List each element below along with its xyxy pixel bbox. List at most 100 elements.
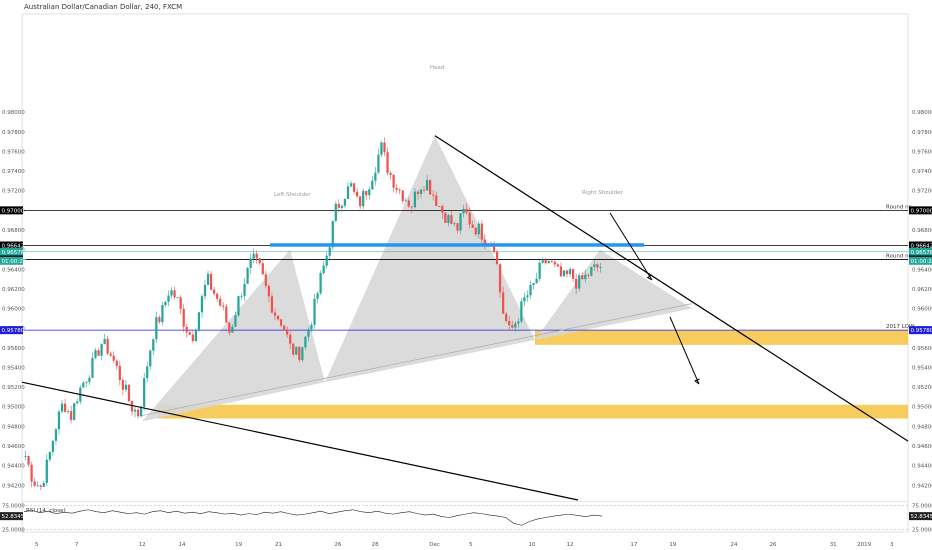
candle-body [310, 324, 313, 330]
candle-body [441, 206, 444, 213]
candle-body [261, 263, 264, 275]
price-tag: 0.96578 [911, 250, 932, 256]
candle-body [63, 403, 67, 412]
rsi-tag-right-bg [909, 512, 932, 521]
shoulder-resistance-bar [270, 243, 644, 247]
y-tick-right: 0.96800 [912, 228, 932, 234]
y-tick-left: 0.97200 [2, 189, 25, 195]
candle-body [374, 172, 377, 181]
candle-body [337, 203, 340, 208]
candle-body [584, 274, 587, 280]
candle-body [380, 142, 383, 155]
candle-body [352, 183, 356, 192]
candle-body [216, 293, 219, 299]
candle-body [152, 339, 155, 351]
candle-body [520, 301, 523, 322]
x-tick: 28 [372, 542, 379, 548]
y-tick-left: 0.96800 [2, 228, 25, 234]
candle-body [404, 200, 407, 202]
candle-body [167, 295, 170, 302]
candle-body [82, 382, 85, 388]
candle-body [425, 180, 429, 191]
candle-body [465, 208, 468, 213]
candle-body [51, 440, 55, 452]
candle-body [213, 289, 216, 294]
candle-body [319, 273, 322, 294]
candle-body [136, 409, 140, 417]
candle-body [571, 269, 575, 279]
candle-body [562, 270, 566, 277]
y-tick-left: 0.98000 [2, 110, 25, 116]
candle-body [258, 258, 261, 264]
candle-body [547, 261, 550, 264]
candle-body [526, 295, 529, 298]
candle-body [60, 403, 64, 412]
y-tick-right: 0.97200 [912, 189, 932, 195]
candle-body [435, 195, 438, 206]
candle-body [410, 206, 413, 208]
y-tick-left: 0.96200 [2, 287, 25, 293]
candle-body [365, 190, 368, 196]
x-tick: 26 [769, 542, 776, 548]
candle-body [222, 305, 225, 307]
rsi-tick-right: 25.0000 [912, 528, 932, 534]
candle-body [140, 406, 143, 417]
candle-body [529, 284, 532, 296]
x-tick: 14 [178, 542, 185, 548]
rsi-tick-left: 75.0000 [2, 503, 25, 509]
candle-body [517, 321, 520, 324]
rsi-line [23, 509, 603, 526]
price-tag-left-bg [0, 326, 23, 335]
plot-frame [21, 13, 909, 533]
neckline-line [141, 303, 693, 416]
candle-body [544, 259, 547, 264]
price-tag-left: 0.96578 [2, 250, 25, 256]
projection-arrow-1 [609, 212, 653, 281]
candle-body [313, 298, 316, 325]
candle-body [36, 485, 39, 487]
candle-body [593, 264, 596, 267]
candle-body [206, 273, 210, 285]
y-tick-right: 0.94800 [912, 424, 932, 430]
candle-body [422, 189, 426, 191]
candle-body [450, 215, 453, 224]
candle-body [432, 194, 435, 196]
x-tick: 7 [75, 542, 79, 548]
candle-body [252, 253, 255, 259]
y-tick-right: 0.97600 [912, 149, 932, 155]
y-tick-left: 0.94800 [2, 424, 25, 430]
candle-body [267, 285, 271, 297]
x-tick: 10 [528, 542, 535, 548]
candle-body [149, 350, 152, 367]
candle-body [234, 315, 237, 327]
candle-body [535, 278, 538, 284]
candle-body [164, 301, 167, 306]
candle-body [76, 401, 79, 404]
candle-body [575, 278, 578, 289]
candle-body [456, 223, 459, 231]
candle-body [73, 403, 76, 420]
candle-body [219, 298, 222, 306]
x-tick: 2019 [857, 542, 871, 548]
candle-body [161, 305, 164, 323]
candle-body [197, 312, 201, 330]
candle-body [115, 360, 118, 367]
y-tick-right: 0.96400 [912, 267, 932, 273]
candle-body [57, 411, 61, 430]
candle-body [495, 251, 499, 265]
price-tag-left: 0.96642 [2, 244, 25, 250]
candle-body [70, 411, 73, 420]
projection-arrow-2-head [694, 378, 700, 385]
x-tick: 5 [35, 542, 39, 548]
y-tick-right: 0.94200 [912, 483, 932, 489]
y-tick-left: 0.95000 [2, 405, 25, 411]
x-tick: 26 [334, 542, 341, 548]
candle-body [316, 293, 319, 299]
pattern-shape-3 [535, 249, 692, 340]
x-tick: 19 [669, 542, 676, 548]
y-tick-right: 0.94400 [912, 464, 932, 470]
candle-body [559, 266, 563, 277]
candle-body [419, 189, 423, 195]
lower-trendline [21, 381, 579, 501]
